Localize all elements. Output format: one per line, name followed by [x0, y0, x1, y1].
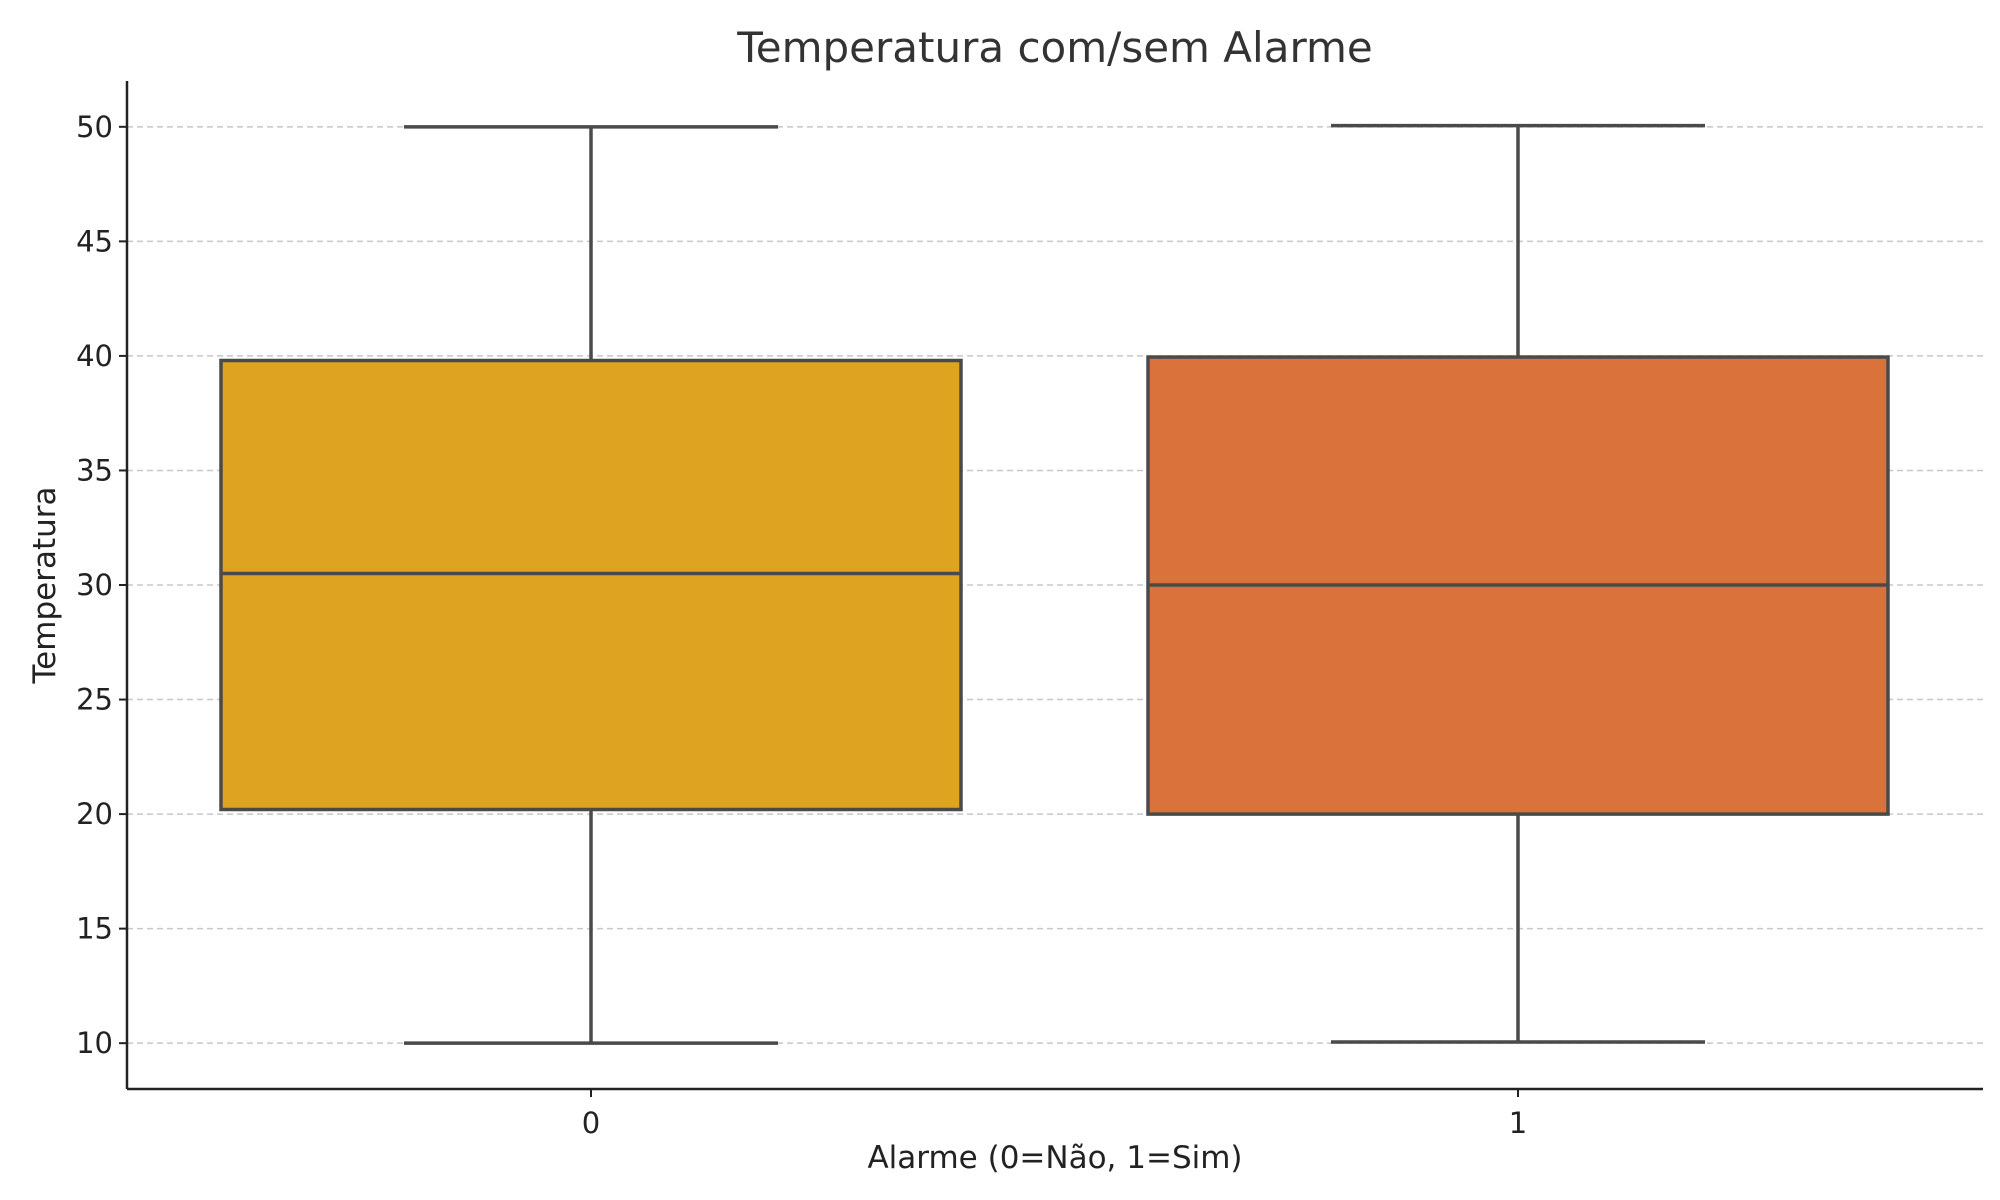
box-group-0 [219, 125, 963, 1045]
y-tick-label: 50 [76, 110, 113, 144]
x-tick-label: 1 [1509, 1106, 1527, 1140]
chart-title: Temperatura com/sem Alarme [736, 23, 1372, 72]
y-tick-label: 35 [76, 453, 113, 487]
box-group-1 [1146, 123, 1890, 1044]
x-tick-label: 0 [582, 1106, 600, 1140]
y-tick-label: 45 [76, 224, 113, 258]
y-axis-label: Temperatura [27, 487, 63, 685]
box-layer [219, 123, 1890, 1045]
y-tick-label: 10 [76, 1026, 113, 1060]
y-tick-label: 25 [76, 683, 113, 717]
y-tick-label: 30 [76, 568, 113, 602]
tick-layer: 10 15 20 25 30 35 40 45 50 0 1 [76, 110, 1527, 1140]
y-tick-label: 15 [76, 912, 113, 946]
y-tick-label: 40 [76, 339, 113, 373]
x-axis-label: Alarme (0=Não, 1=Sim) [867, 1140, 1242, 1176]
iqr-box [219, 358, 963, 812]
y-tick-label: 20 [76, 797, 113, 831]
